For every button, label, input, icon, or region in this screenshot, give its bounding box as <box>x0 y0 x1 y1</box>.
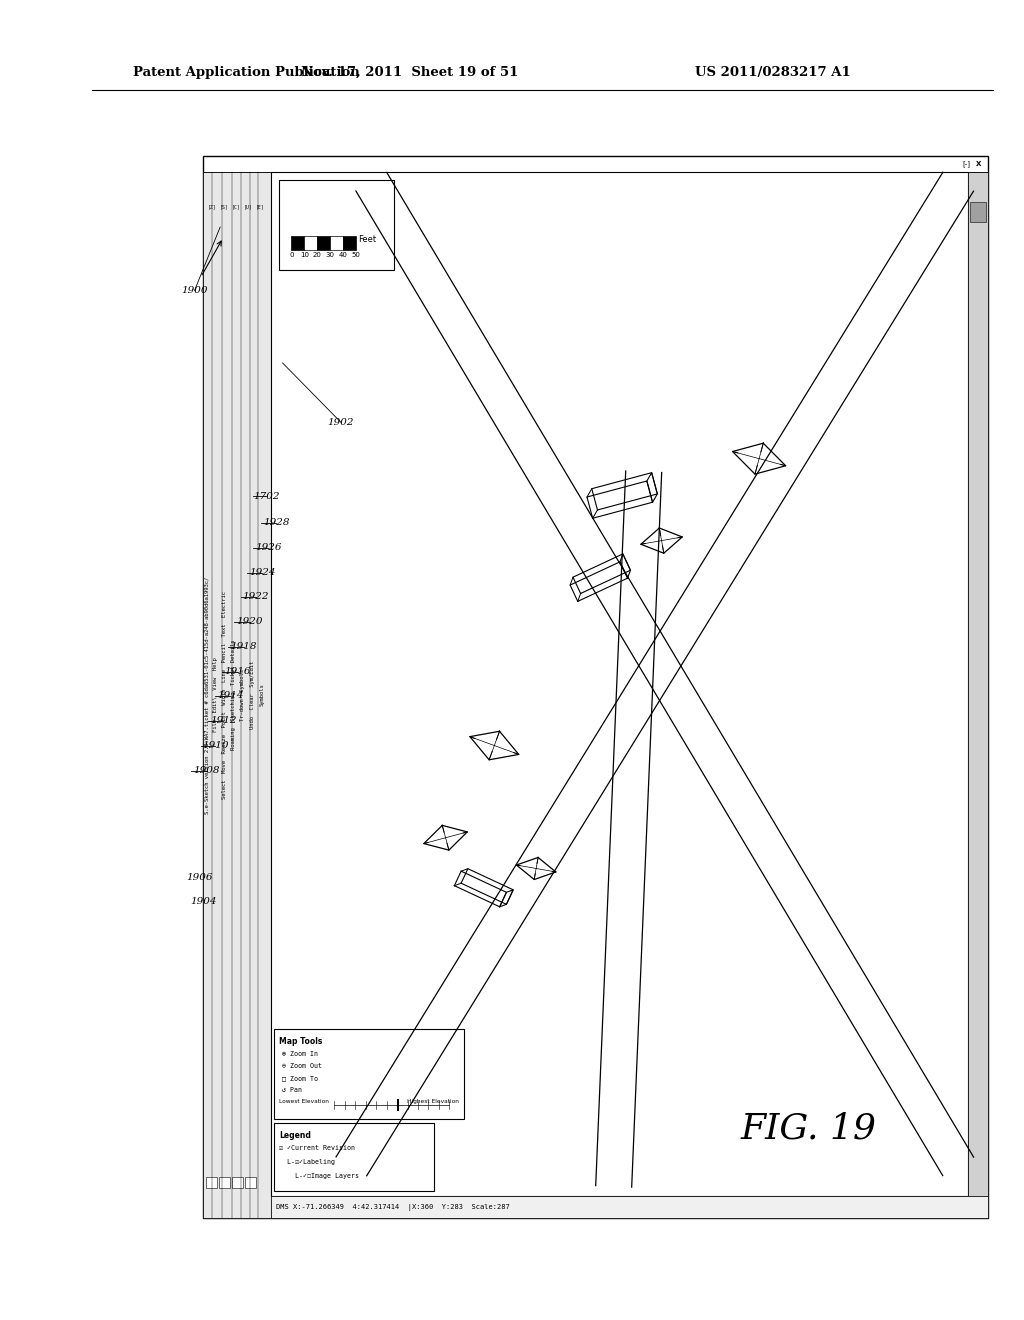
Bar <box>274 1123 434 1192</box>
Text: 1922: 1922 <box>243 593 269 601</box>
Bar <box>203 156 988 1218</box>
Text: 0: 0 <box>289 252 294 257</box>
Text: [C]: [C] <box>231 205 241 210</box>
Text: L-✓☐Image Layers: L-✓☐Image Layers <box>280 1173 359 1179</box>
Text: 40: 40 <box>339 252 348 257</box>
Bar <box>271 172 968 1196</box>
Text: Feet: Feet <box>358 235 377 244</box>
Bar <box>317 236 331 249</box>
Text: [E]: [E] <box>256 205 264 210</box>
Text: Map Tools: Map Tools <box>280 1038 323 1047</box>
Text: 10: 10 <box>300 252 309 257</box>
Bar <box>274 1030 464 1119</box>
Bar <box>231 1177 243 1188</box>
Text: Patent Application Publication: Patent Application Publication <box>133 66 359 79</box>
Bar <box>271 1196 988 1218</box>
Text: [S]: [S] <box>220 205 228 210</box>
Text: ⊕ Zoom In: ⊕ Zoom In <box>283 1051 318 1057</box>
Text: [-]: [-] <box>963 161 970 168</box>
Text: 1702: 1702 <box>253 492 280 500</box>
Bar <box>219 1177 229 1188</box>
Text: Lowest Elevation: Lowest Elevation <box>280 1098 330 1104</box>
Text: 50: 50 <box>352 252 360 257</box>
Text: 20: 20 <box>313 252 322 257</box>
Bar <box>343 236 356 249</box>
Text: 1918: 1918 <box>230 643 257 651</box>
Text: 1902: 1902 <box>328 418 354 426</box>
Text: ↺ Pan: ↺ Pan <box>283 1088 302 1093</box>
Text: [U]: [U] <box>244 205 252 210</box>
Text: US 2011/0283217 A1: US 2011/0283217 A1 <box>695 66 851 79</box>
Text: 1928: 1928 <box>263 519 290 527</box>
Text: 1920: 1920 <box>237 618 263 626</box>
Bar <box>245 1177 256 1188</box>
Text: X: X <box>976 161 981 166</box>
Text: Symbols: Symbols <box>259 684 264 706</box>
Text: L-☑✓Labeling: L-☑✓Labeling <box>280 1159 336 1166</box>
Text: Roaming  Sketching  Ticket Details: Roaming Sketching Ticket Details <box>231 640 237 750</box>
Bar <box>304 236 317 249</box>
Text: 1904: 1904 <box>190 898 217 906</box>
Text: 1900: 1900 <box>181 286 208 294</box>
Bar <box>206 1177 217 1188</box>
Text: 1914: 1914 <box>217 692 244 700</box>
Bar <box>970 202 986 222</box>
Text: 1924: 1924 <box>249 569 275 577</box>
Text: Nov. 17, 2011  Sheet 19 of 51: Nov. 17, 2011 Sheet 19 of 51 <box>301 66 518 79</box>
Text: S.e-Sketch version 2.0 WA7.ticket # c6da6531-01c5-415d-a248-ab90d6a1993c/: S.e-Sketch version 2.0 WA7.ticket # c6da… <box>204 577 209 813</box>
Text: 1926: 1926 <box>255 544 282 552</box>
Bar <box>280 180 394 269</box>
Text: File  Edit\  View  Help: File Edit\ View Help <box>213 657 218 733</box>
Text: Tr-down  Symbols: Tr-down Symbols <box>241 669 246 721</box>
Text: DMS X:-71.266349  4:42.317414  |X:360  Y:283  Scale:287: DMS X:-71.266349 4:42.317414 |X:360 Y:28… <box>276 1204 510 1210</box>
Text: [Z]: [Z] <box>208 205 216 210</box>
Bar <box>292 236 304 249</box>
Text: 1916: 1916 <box>224 668 251 676</box>
Text: ☑ ✓Current Revision: ☑ ✓Current Revision <box>280 1146 355 1151</box>
Bar <box>331 236 343 249</box>
Text: 1910: 1910 <box>202 742 228 750</box>
Text: ⊖ Zoom Out: ⊖ Zoom Out <box>283 1064 323 1069</box>
Text: Select  Move  Resize  Point  Width  Line  Pencil  Text  Electric: Select Move Resize Point Width Line Penc… <box>222 591 227 799</box>
Text: 30: 30 <box>326 252 335 257</box>
Bar <box>968 172 988 1196</box>
Text: □ Zoom To: □ Zoom To <box>283 1076 318 1081</box>
Text: 1906: 1906 <box>186 874 213 882</box>
Bar <box>203 172 271 1218</box>
Text: Highest Elevation: Highest Elevation <box>408 1098 460 1104</box>
Text: Undo  Clear  Sym/Edit: Undo Clear Sym/Edit <box>250 661 255 729</box>
Text: FIG. 19: FIG. 19 <box>741 1111 877 1146</box>
Text: Legend: Legend <box>280 1131 311 1140</box>
Text: 1912: 1912 <box>210 717 237 725</box>
Text: 1908: 1908 <box>194 767 220 775</box>
